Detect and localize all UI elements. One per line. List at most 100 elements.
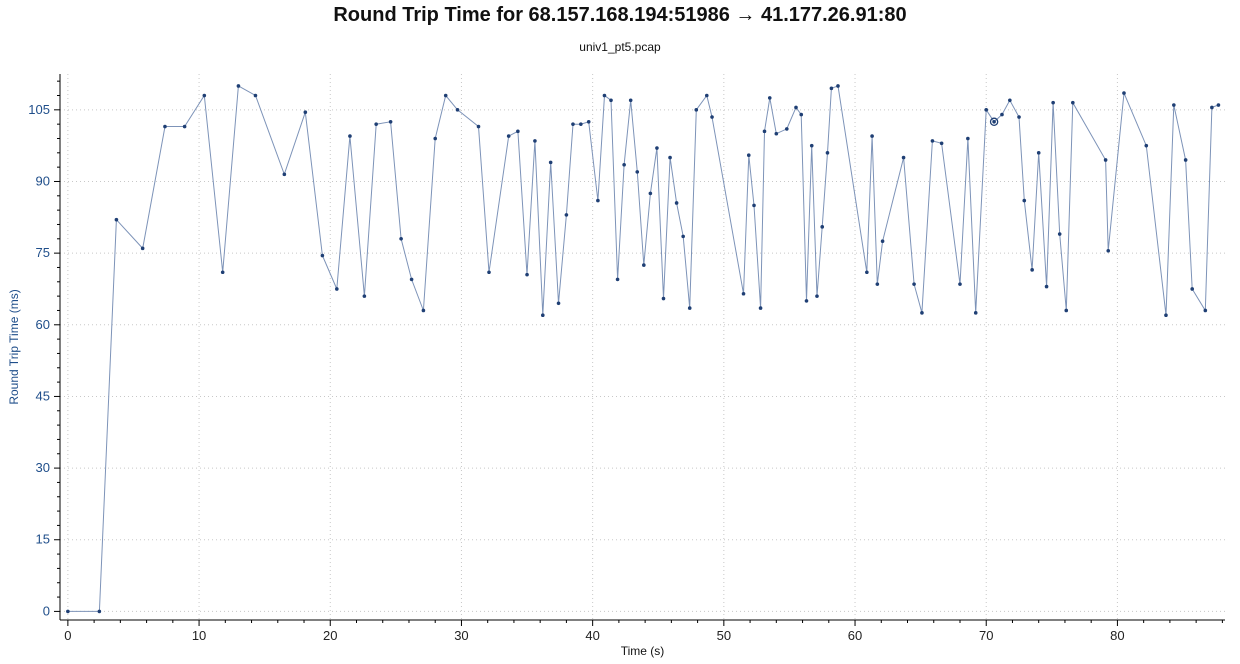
data-point — [804, 299, 809, 303]
data-point — [579, 122, 583, 126]
x-tick-label: 80 — [1110, 628, 1124, 643]
data-point — [815, 294, 819, 298]
data-point — [829, 86, 834, 91]
data-point — [556, 301, 561, 306]
data-point — [320, 253, 325, 258]
data-point — [533, 139, 537, 143]
data-point — [875, 282, 880, 286]
data-point — [930, 139, 935, 143]
selected-point-marker — [989, 117, 999, 127]
data-point — [1216, 103, 1221, 107]
data-point — [596, 198, 600, 203]
data-point — [506, 134, 511, 138]
data-point — [710, 115, 714, 119]
data-point — [939, 141, 944, 146]
data-point — [799, 112, 804, 117]
data-point — [564, 213, 569, 217]
data-point — [704, 93, 709, 98]
x-tick-label: 70 — [979, 628, 993, 643]
data-point — [1030, 268, 1034, 272]
data-point — [1064, 308, 1069, 313]
data-point — [1057, 232, 1062, 236]
data-point — [901, 155, 906, 160]
data-point — [1036, 151, 1041, 155]
data-point — [1022, 198, 1027, 203]
data-point — [762, 129, 767, 134]
x-axis-title: Time (s) — [621, 644, 665, 658]
data-point — [1000, 112, 1004, 117]
data-point — [668, 155, 672, 160]
chart-subtitle: univ1_pt5.pcap — [579, 40, 661, 54]
data-point — [516, 129, 520, 134]
chart-title: Round Trip Time for 68.157.168.194:51986… — [333, 4, 907, 26]
data-point — [443, 93, 448, 98]
data-point — [220, 270, 225, 275]
data-point — [865, 270, 869, 275]
data-point — [548, 160, 553, 165]
data-point — [920, 311, 924, 315]
data-point — [966, 136, 970, 141]
data-point — [655, 146, 659, 150]
data-point — [674, 201, 679, 205]
data-point — [303, 110, 308, 115]
data-point — [809, 143, 814, 148]
y-tick-label: 75 — [36, 245, 50, 260]
data-point — [282, 172, 287, 177]
x-tick-label: 30 — [454, 628, 468, 643]
data-point — [785, 127, 789, 131]
data-point — [615, 277, 620, 282]
data-point — [661, 296, 666, 301]
data-point — [746, 153, 751, 158]
data-point — [540, 313, 545, 318]
data-point — [984, 108, 989, 112]
data-point — [202, 93, 207, 98]
data-point — [253, 93, 258, 98]
data-point — [1103, 158, 1108, 162]
data-point — [622, 162, 626, 167]
grid-layer — [60, 74, 1225, 620]
data-point — [1044, 284, 1049, 289]
data-point — [648, 191, 653, 196]
data-point — [374, 122, 378, 126]
data-point — [1164, 313, 1168, 318]
data-point — [140, 246, 145, 251]
data-point — [362, 294, 367, 298]
data-point — [163, 124, 167, 129]
data-point — [694, 108, 699, 112]
data-point — [399, 237, 403, 241]
data-point — [433, 136, 438, 141]
x-tick-label: 50 — [717, 628, 731, 643]
data-point — [66, 609, 70, 614]
data-point — [1008, 98, 1012, 103]
x-tick-label: 60 — [848, 628, 862, 643]
data-point — [741, 291, 746, 296]
data-point — [1203, 308, 1208, 313]
data-point — [958, 282, 962, 286]
x-tick-label: 10 — [192, 628, 206, 643]
data-point — [409, 277, 414, 282]
data-point — [912, 282, 916, 286]
data-point — [335, 287, 339, 291]
data-point — [870, 134, 874, 138]
data-point — [236, 84, 241, 88]
data-point — [794, 105, 798, 110]
axes-layer: 0 10 20 30 40 50 60 70 80 0 15 30 45 60 75 90 105 — [28, 74, 1225, 643]
y-tick-label: 30 — [36, 460, 50, 475]
data-point — [1122, 91, 1126, 95]
y-axis-title: Round Trip Time (ms) — [7, 289, 21, 404]
data-point — [114, 217, 119, 222]
data-point — [1017, 115, 1021, 119]
data-point — [348, 134, 352, 138]
data-point — [1144, 143, 1149, 148]
data-point — [609, 98, 613, 103]
y-tick-label: 60 — [36, 317, 50, 332]
data-point — [1210, 105, 1214, 110]
data-point — [992, 119, 996, 124]
data-point — [825, 151, 830, 155]
y-tick-label: 15 — [36, 532, 50, 547]
data-point — [1051, 100, 1055, 105]
data-point — [767, 96, 772, 100]
data-point — [687, 306, 692, 310]
